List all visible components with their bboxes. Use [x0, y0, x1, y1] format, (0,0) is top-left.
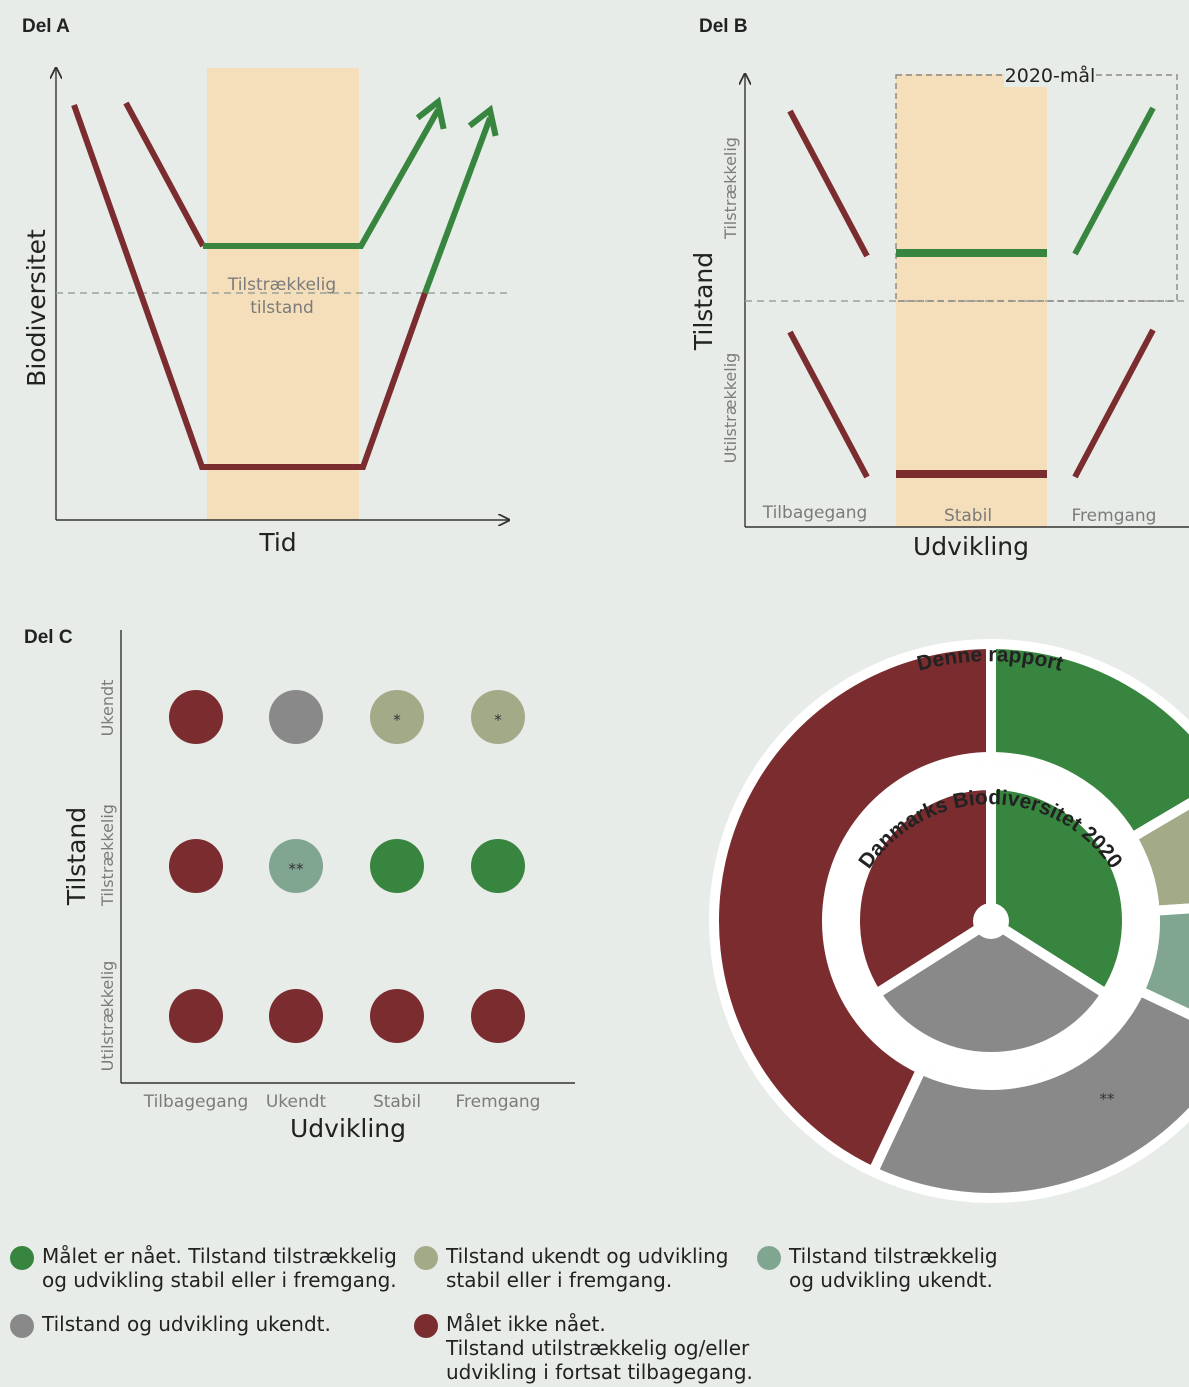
status-dot: [370, 989, 424, 1043]
status-dot: [269, 690, 323, 744]
donut-segment: [1134, 903, 1189, 1020]
status-dot: [269, 989, 323, 1043]
status-dot: [269, 839, 323, 893]
status-dot: [169, 690, 223, 744]
donut-chart: Denne rapport Danmarks Biodiversitet 202…: [709, 639, 1189, 1204]
column-label-stable: Stabil: [373, 1092, 421, 1112]
legend-dot: [414, 1246, 438, 1270]
status-dot: [169, 839, 223, 893]
status-dot-mark: *: [494, 711, 502, 729]
part-c-y-label: Tilstand: [62, 807, 91, 906]
threshold-label-line1: Tilstrækkelig: [227, 275, 336, 295]
inner-ring: [850, 780, 1132, 1062]
part-c-x-label: Udvikling: [290, 1114, 406, 1143]
trend-line-low-red: [71, 103, 428, 470]
legend-text: Tilstand tilstrækkelig og udvikling ukend…: [789, 1244, 998, 1292]
arrow-head-icon: [415, 96, 447, 130]
goal-label: 2020-mål: [1005, 64, 1096, 87]
legend-dot: [757, 1246, 781, 1270]
trend-line-low-green: [422, 116, 493, 295]
y-category-insufficient: Utilstrækkelig: [721, 353, 740, 464]
improve-high-line: [1072, 106, 1156, 256]
decline-high-line: [787, 109, 870, 258]
part-b-title: Del B: [699, 16, 748, 37]
part-b-x-label: Udvikling: [913, 532, 1029, 561]
legend-dot: [10, 1314, 34, 1338]
part-a: Del A Tilstrækkelig tilstand Biodiversit…: [22, 16, 512, 557]
threshold-label-line2: tilstand: [250, 298, 314, 318]
status-dot: [370, 839, 424, 893]
status-dot-mark: **: [289, 860, 305, 878]
x-category-improve: Fremgang: [1072, 506, 1157, 526]
status-dot: [370, 690, 424, 744]
legend-text: Målet ikke nået. Tilstand utilstrækkelig …: [446, 1312, 753, 1384]
goal-label-bg: [1004, 65, 1096, 87]
status-dot: [471, 989, 525, 1043]
legend-text: Tilstand og udvikling ukendt.: [42, 1312, 331, 1336]
donut-segment: [850, 780, 996, 999]
column-label-improve: Fremgang: [456, 1092, 541, 1112]
row-label-insufficient: Utilstrækkelig: [98, 961, 117, 1072]
legend-text: Tilstand ukendt og udvikling stabil eller…: [446, 1244, 729, 1292]
column-label-decline: Tilbagegang: [143, 1092, 249, 1112]
outer-ring: [709, 639, 1189, 1204]
part-a-title: Del A: [22, 16, 70, 37]
part-c-title: Del C: [24, 627, 73, 648]
decline-low-line: [787, 330, 870, 479]
donut-segment: [1127, 798, 1189, 916]
column-label-unknown: Ukendt: [266, 1092, 327, 1112]
part-a-x-label: Tid: [258, 528, 296, 557]
row-label-sufficient: Tilstrækkelig: [98, 804, 117, 907]
part-b: Del B 2020-mål Tilstand Tilstrækkelig Ut…: [689, 16, 1189, 561]
arrow-head-icon: [467, 104, 499, 137]
y-category-sufficient: Tilstrækkelig: [721, 137, 740, 240]
part-a-y-label: Biodiversitet: [22, 229, 51, 387]
donut-center-hole: [973, 903, 1009, 939]
status-matrix: * ***: [169, 690, 525, 1043]
legend-dot: [10, 1246, 34, 1270]
stable-band: [207, 68, 359, 520]
outer-segment-mark: **: [1100, 1090, 1116, 1108]
status-dot: [471, 839, 525, 893]
x-category-decline: Tilbagegang: [762, 503, 868, 523]
x-category-stable: Stabil: [944, 506, 992, 526]
status-dot: [471, 690, 525, 744]
donut-segment: [709, 639, 996, 1177]
legend-text: Målet er nået. Tilstand tilstrækkelig og …: [42, 1244, 397, 1292]
donut-segment: [871, 916, 1111, 1062]
donut-segment: [986, 639, 1189, 843]
part-b-y-label: Tilstand: [689, 252, 718, 351]
trend-line-high-green: [203, 108, 441, 249]
row-label-unknown: Ukendt: [98, 680, 117, 737]
status-dot-mark: *: [393, 711, 401, 729]
legend-dot: [414, 1314, 438, 1338]
status-dot: [169, 989, 223, 1043]
trend-line-high-red: [123, 101, 206, 248]
improve-low-line: [1072, 328, 1156, 479]
donut-segment: [868, 985, 1189, 1204]
part-c: Del C Tilstand Ukendt Tilstrækkelig Util…: [24, 627, 575, 1143]
